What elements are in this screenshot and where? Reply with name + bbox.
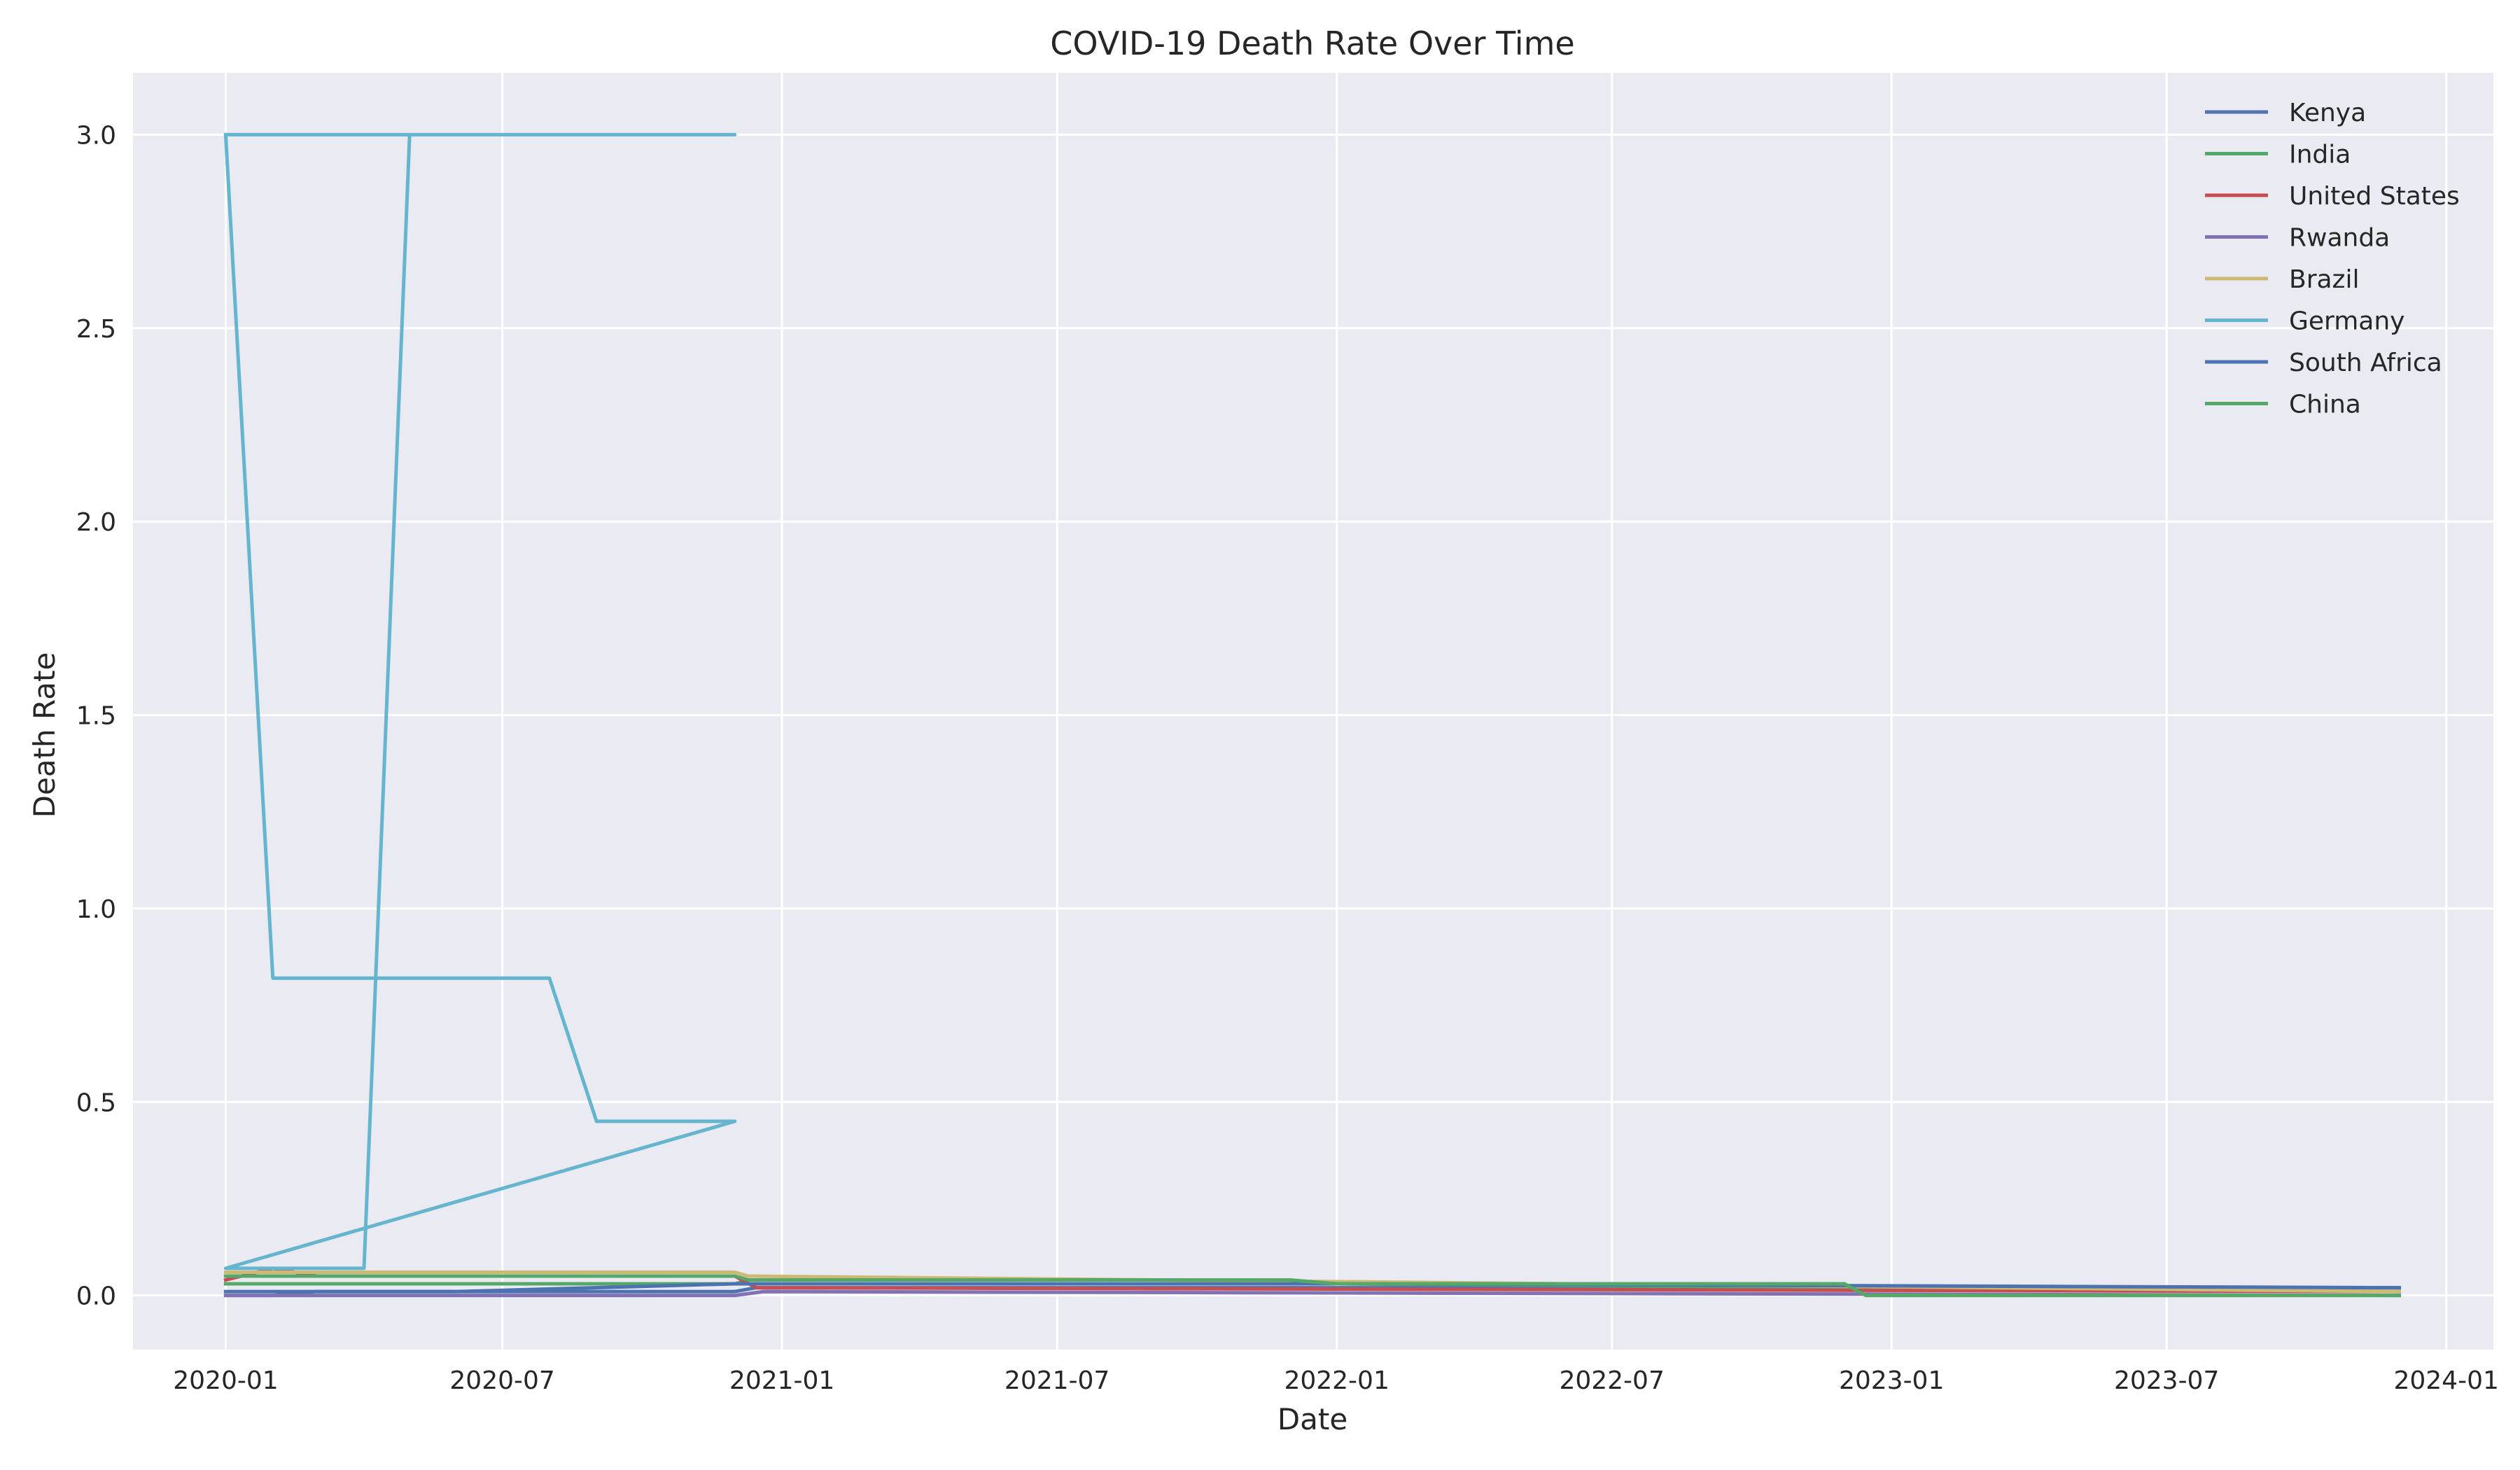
legend-entry[interactable]: Kenya [2289,99,2366,127]
plot-area [133,73,2493,1350]
legend-entry[interactable]: Rwanda [2289,224,2390,253]
legend-entry[interactable]: South Africa [2289,349,2442,377]
series-line-3 [223,1289,2401,1298]
x-tick-label: 2020-07 [449,1366,554,1395]
y-tick-label: 1.5 [76,702,116,731]
x-axis-label: Date [1278,1402,1348,1436]
y-tick-label: 3.0 [76,121,116,150]
x-tick-label: 2022-01 [1284,1366,1389,1395]
x-tick-label: 2020-01 [173,1366,278,1395]
y-axis-ticks: 0.0 0.5 1.0 1.5 2.0 2.5 3.0 [76,121,116,1310]
x-tick-label: 2023-07 [2114,1366,2219,1395]
series-line-5 [223,132,737,1270]
legend-entry[interactable]: India [2289,141,2351,169]
y-axis-label: Death Rate [27,652,62,818]
legend-entry[interactable]: Brazil [2289,265,2359,294]
legend-entry[interactable]: China [2289,391,2361,419]
series-lines [223,132,2401,1298]
legend[interactable]: Kenya India United States Rwanda Brazil Germa… [2205,99,2460,419]
chart-title: COVID-19 Death Rate Over Time [1050,24,1574,62]
x-tick-label: 2022-07 [1559,1366,1664,1395]
x-tick-label: 2024-01 [2393,1366,2498,1395]
x-axis-ticks: 2020-01 2020-07 2021-01 2021-07 2022-01 2022-… [173,1366,2499,1395]
x-tick-label: 2021-07 [1004,1366,1110,1395]
x-tick-label: 2023-01 [1839,1366,1944,1395]
legend-entry[interactable]: Germany [2289,307,2404,336]
series-line-7 [223,1274,2401,1298]
y-tick-label: 0.5 [76,1088,116,1117]
x-tick-label: 2021-01 [729,1366,834,1395]
y-tick-label: 0.0 [76,1282,116,1311]
y-tick-label: 2.0 [76,508,116,537]
y-tick-label: 1.0 [76,895,116,924]
y-tick-label: 2.5 [76,315,116,344]
legend-entry[interactable]: United States [2289,182,2460,211]
